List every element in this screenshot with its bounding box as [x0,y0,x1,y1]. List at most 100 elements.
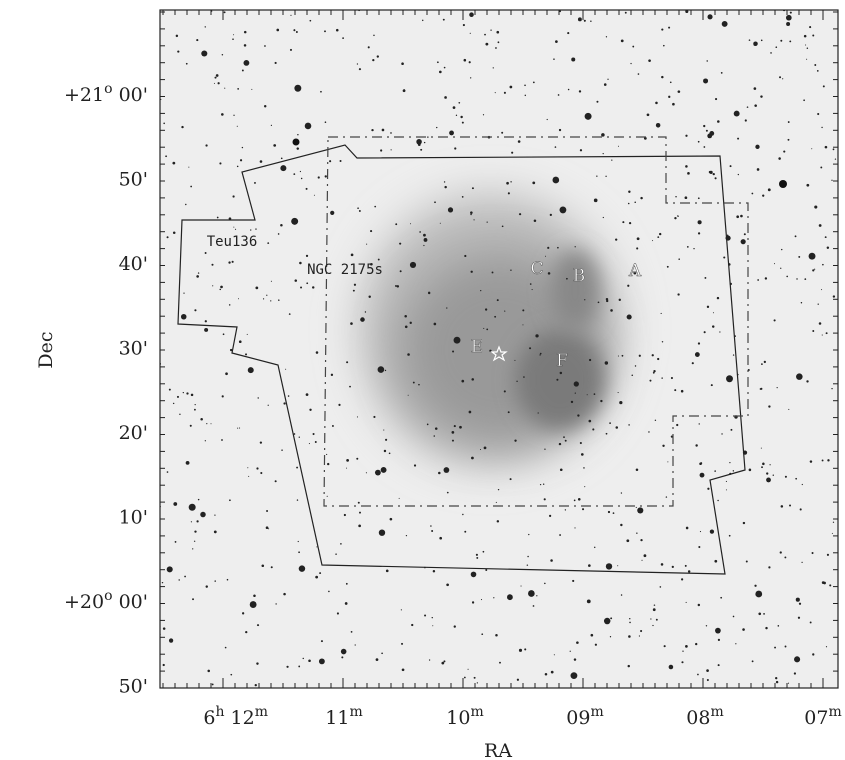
star [550,214,552,216]
star [809,26,811,28]
star [660,586,662,588]
star [655,102,658,105]
star [510,478,512,480]
star [661,313,662,314]
tick-part: 12 [231,707,255,729]
star [740,215,743,218]
star [698,232,700,234]
star [544,449,545,450]
star [795,478,797,480]
star [485,569,487,571]
star [336,29,339,32]
star [312,286,314,288]
star [338,404,340,406]
star [822,581,825,584]
star [563,436,565,438]
star [825,236,827,238]
tick-label: 10' [119,507,148,529]
star [822,334,823,335]
star [636,468,639,471]
star [351,631,353,633]
tick-label: 08m [686,704,723,729]
star [571,672,578,679]
tick-sup: m [255,704,268,720]
star [402,668,405,671]
star [726,489,727,490]
star [194,309,196,311]
star [831,388,832,389]
star [379,529,385,535]
star [201,50,207,56]
star [196,520,198,522]
star [629,222,631,224]
star [470,33,471,34]
star [453,106,456,109]
star [744,233,746,235]
star [222,395,224,397]
star [720,597,722,599]
star [205,26,206,27]
star [353,290,355,292]
star [271,125,272,126]
star [804,278,806,280]
star [707,306,709,308]
star [717,297,719,299]
star [499,662,501,664]
star [227,579,229,581]
star [605,176,606,177]
star [281,158,283,160]
star [717,120,720,123]
star [370,230,372,232]
star [675,196,676,197]
star [768,405,770,407]
star [556,379,558,381]
star [255,286,258,289]
star [827,459,829,461]
label: F [556,351,568,371]
star [511,152,513,154]
star [763,613,765,615]
star [248,476,249,477]
star [469,411,472,414]
star [498,489,499,490]
star [754,104,757,107]
star [783,151,785,153]
star [788,409,789,410]
star [427,136,428,137]
star [263,298,264,299]
star [270,300,271,301]
star [518,140,521,143]
star [681,578,683,580]
star [406,535,407,536]
star [620,524,622,526]
star [289,313,291,315]
star [559,10,561,12]
star [516,381,517,382]
star [565,509,566,510]
star [329,160,331,162]
star [383,429,384,430]
star [439,71,442,74]
star [181,314,187,320]
star [706,625,707,626]
star [293,173,295,175]
star [522,324,523,325]
star [678,258,680,260]
star [619,401,622,404]
star [632,46,634,48]
star [205,252,207,254]
star [697,674,699,676]
star [609,422,611,424]
star [695,352,700,357]
star [300,287,302,289]
tick-part: 30' [119,338,148,360]
star [230,674,232,676]
star [432,625,433,626]
star [256,467,258,469]
star [785,476,787,478]
star [807,48,808,49]
star [181,126,183,128]
star [473,219,474,220]
star [219,289,221,291]
star [245,353,247,355]
